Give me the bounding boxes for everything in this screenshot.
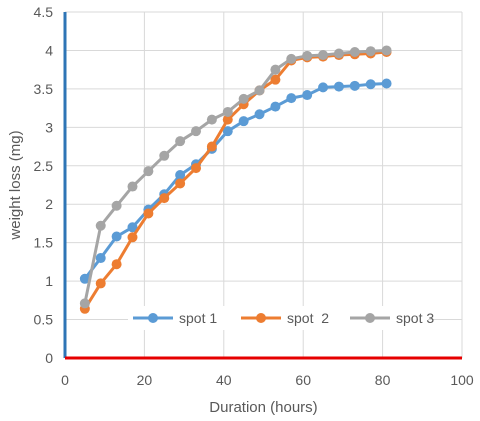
y-axis-title: weight loss (mg) <box>7 130 24 240</box>
y-tick-label: 0.5 <box>34 312 54 328</box>
data-point <box>270 74 281 85</box>
y-tick-label: 0 <box>45 350 53 366</box>
y-tick-label: 3 <box>45 119 53 135</box>
x-tick-label: 80 <box>375 372 391 388</box>
x-tick-label: 100 <box>450 372 474 388</box>
data-point <box>175 136 186 147</box>
gridlines <box>65 11 463 358</box>
legend-entry: spot 1 <box>133 310 217 326</box>
data-point <box>381 78 392 89</box>
y-tick-label: 2 <box>45 196 53 212</box>
data-point <box>95 220 106 231</box>
x-tick-label: 40 <box>216 372 232 388</box>
legend-marker <box>148 313 158 323</box>
series-1 <box>79 78 392 284</box>
y-tick-label: 3.5 <box>34 81 54 97</box>
data-point <box>159 193 170 204</box>
y-tick-label: 4.5 <box>34 4 54 20</box>
data-point <box>111 259 122 270</box>
legend-label: spot 2 <box>287 310 329 326</box>
data-point <box>111 200 122 211</box>
data-point <box>238 93 249 104</box>
data-point <box>175 170 186 181</box>
data-point <box>222 106 233 117</box>
y-tick-label: 1 <box>45 273 53 289</box>
data-point <box>254 85 265 96</box>
y-tick-label: 4 <box>45 42 53 58</box>
data-point <box>79 298 90 309</box>
x-tick-label: 60 <box>295 372 311 388</box>
tick-labels: 0 0.5 1 1.5 2 2.5 3 3.5 4 4.5 0 20 40 60 80 100 <box>34 4 474 388</box>
data-point <box>302 50 313 61</box>
data-point <box>127 181 138 192</box>
data-point <box>254 109 265 120</box>
legend-label: spot 3 <box>396 310 434 326</box>
y-tick-label: 1.5 <box>34 235 54 251</box>
axes <box>63 12 462 360</box>
data-point <box>365 46 376 57</box>
x-axis-title: Duration (hours) <box>209 399 317 416</box>
x-tick-label: 20 <box>137 372 153 388</box>
legend-marker <box>365 313 375 323</box>
legend-entry: spot 2 <box>241 310 329 326</box>
legend: spot 1 spot 2 spot 3 <box>128 306 434 330</box>
x-tick-label: 0 <box>61 372 69 388</box>
data-point <box>206 114 217 125</box>
data-point <box>159 150 170 161</box>
data-point <box>365 79 376 90</box>
data-point <box>95 253 106 264</box>
data-point <box>349 46 360 57</box>
data-point <box>127 222 138 233</box>
data-point <box>333 48 344 59</box>
data-point <box>302 90 313 101</box>
data-point <box>191 163 202 174</box>
data-point <box>270 64 281 75</box>
data-point <box>381 45 392 56</box>
data-point <box>175 178 186 189</box>
data-point <box>286 53 297 64</box>
data-point <box>111 231 122 242</box>
data-point <box>222 114 233 125</box>
data-point <box>79 273 90 284</box>
data-point <box>333 81 344 92</box>
y-tick-label: 2.5 <box>34 158 54 174</box>
legend-marker <box>256 313 266 323</box>
data-point <box>127 232 138 243</box>
data-point <box>286 93 297 104</box>
data-point <box>349 80 360 91</box>
data-point <box>191 126 202 137</box>
legend-entry: spot 3 <box>350 310 434 326</box>
data-point <box>95 278 106 289</box>
series-3 <box>79 45 392 309</box>
data-point <box>222 126 233 137</box>
data-point <box>270 101 281 112</box>
data-point <box>238 116 249 127</box>
legend-label: spot 1 <box>179 310 217 326</box>
data-series <box>79 45 392 314</box>
data-point <box>318 82 329 93</box>
data-point <box>318 50 329 61</box>
data-point <box>143 208 154 219</box>
data-point <box>206 141 217 152</box>
data-point <box>143 166 154 177</box>
